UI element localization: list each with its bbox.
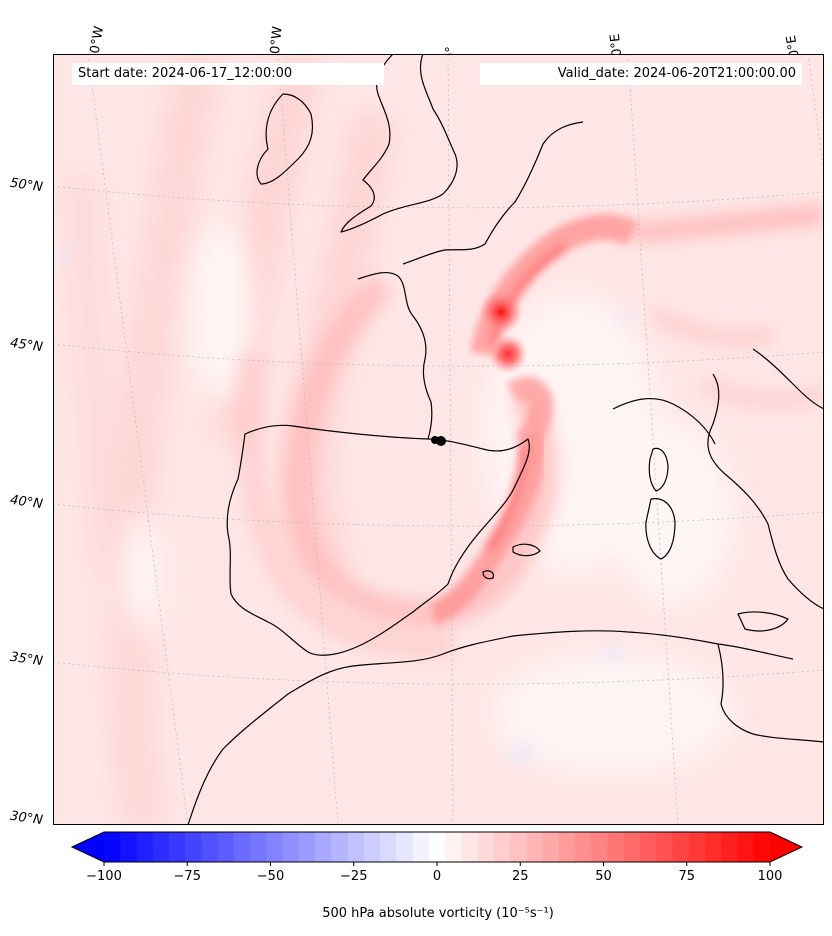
- lat-label-30n: 30°N: [9, 808, 44, 829]
- lat-label-50n: 50°N: [9, 175, 44, 196]
- ibiza-coast: [482, 570, 494, 580]
- colorbar-segment: [542, 832, 560, 862]
- iberia-coast: [226, 424, 530, 656]
- vorticity-map: [53, 54, 824, 825]
- gridlines: [53, 54, 824, 825]
- start-date-label: Start date: 2024-06-17_12:00:00: [72, 63, 384, 85]
- colorbar-segment: [493, 832, 511, 862]
- balkan-coast: [752, 348, 824, 410]
- colorbar-segment: [591, 832, 609, 862]
- colorbar-segment: [331, 832, 349, 862]
- lat-label-45n: 45°N: [9, 335, 44, 356]
- tunisia-coast: [717, 643, 824, 743]
- colorbar-segment: [753, 832, 771, 862]
- colorbar-segment: [396, 832, 414, 862]
- colorbar-segment: [233, 832, 251, 862]
- colorbar-segment: [461, 832, 479, 862]
- colorbar-segment: [168, 832, 186, 862]
- lat-label-40n: 40°N: [9, 492, 44, 513]
- mallorca-coast: [512, 543, 541, 557]
- colorbar-segment: [250, 832, 268, 862]
- colorbar-segment: [185, 832, 203, 862]
- colorbar-segment: [607, 832, 625, 862]
- colorbar-segment: [477, 832, 495, 862]
- great-britain-coast: [340, 54, 458, 233]
- map-border: [53, 54, 824, 825]
- colorbar-segment: [136, 832, 154, 862]
- negative-vorticity-patches: [55, 196, 703, 766]
- sardinia-coast: [645, 498, 676, 560]
- colorbar-tick-label: 75: [678, 869, 696, 884]
- colorbar-tick-label: 0: [432, 869, 442, 884]
- colorbar-segment: [672, 832, 690, 862]
- colorbar-segment: [558, 832, 576, 862]
- channel-coast: [402, 121, 584, 265]
- italy-coast: [707, 373, 824, 610]
- colorbar-tick-label: 100: [757, 869, 783, 884]
- colorbar-segment: [656, 832, 674, 862]
- iberian-vorticity-ring: [235, 274, 558, 659]
- colorbar-segment: [363, 832, 381, 862]
- colorbar-tick-label: −50: [256, 869, 285, 884]
- colorbar-tick-label: −100: [86, 869, 122, 884]
- central-europe-band: [631, 204, 824, 410]
- north-africa-coast: [187, 630, 794, 825]
- colorbar-segment: [104, 832, 121, 862]
- colorbar-segment: [201, 832, 219, 862]
- colorbar-segment: [428, 832, 446, 862]
- france-atlantic-coast: [357, 271, 433, 440]
- colorbar: [70, 831, 804, 866]
- colorbar-extend-low: [72, 832, 104, 862]
- colorbar-segment: [298, 832, 316, 862]
- sicily-coast: [737, 611, 789, 632]
- colorbar-segment: [412, 832, 430, 862]
- italy-adriatic-coast: [612, 398, 716, 445]
- colorbar-extend-high: [770, 832, 802, 862]
- vorticity-maximum-secondary: [488, 334, 528, 374]
- vorticity-maximum-primary: [479, 290, 523, 334]
- lat-label-35n: 35°N: [9, 649, 44, 670]
- colorbar-tick-label: −25: [340, 869, 368, 884]
- colorbar-segment: [120, 832, 138, 862]
- colorbar-segment: [510, 832, 527, 862]
- colorbar-label: 500 hPa absolute vorticity (10⁻⁵s⁻¹): [322, 906, 554, 921]
- colorbar-segment: [152, 832, 170, 862]
- eastern-spain-band: [429, 432, 545, 625]
- colorbar-segment: [575, 832, 592, 862]
- colorbar-segment: [623, 832, 641, 862]
- colorbar-segment: [688, 832, 706, 862]
- colorbar-segment: [721, 832, 739, 862]
- valid-date-label: Valid_date: 2024-06-20T21:00:00.00: [480, 63, 802, 85]
- colorbar-segment: [217, 832, 235, 862]
- colorbar-segment: [737, 832, 755, 862]
- colorbar-tick-label: −75: [173, 869, 201, 884]
- ireland-coast: [256, 93, 314, 185]
- colorbar-segment: [705, 832, 722, 862]
- colorbar-segment: [347, 832, 365, 862]
- colorbar-segment: [526, 832, 544, 862]
- colorbar-tick-label: 50: [595, 869, 612, 884]
- colorbar-tick-label: 25: [511, 869, 529, 884]
- coastlines: [187, 54, 824, 825]
- colorbar-segment: [282, 832, 300, 862]
- location-marker-2: [431, 436, 439, 444]
- colorbar-segment: [380, 832, 397, 862]
- colorbar-segment: [445, 832, 462, 862]
- colorbar-segment: [315, 832, 333, 862]
- colorbar-segment: [266, 832, 284, 862]
- corsica-coast: [648, 447, 669, 492]
- colorbar-segment: [640, 832, 657, 862]
